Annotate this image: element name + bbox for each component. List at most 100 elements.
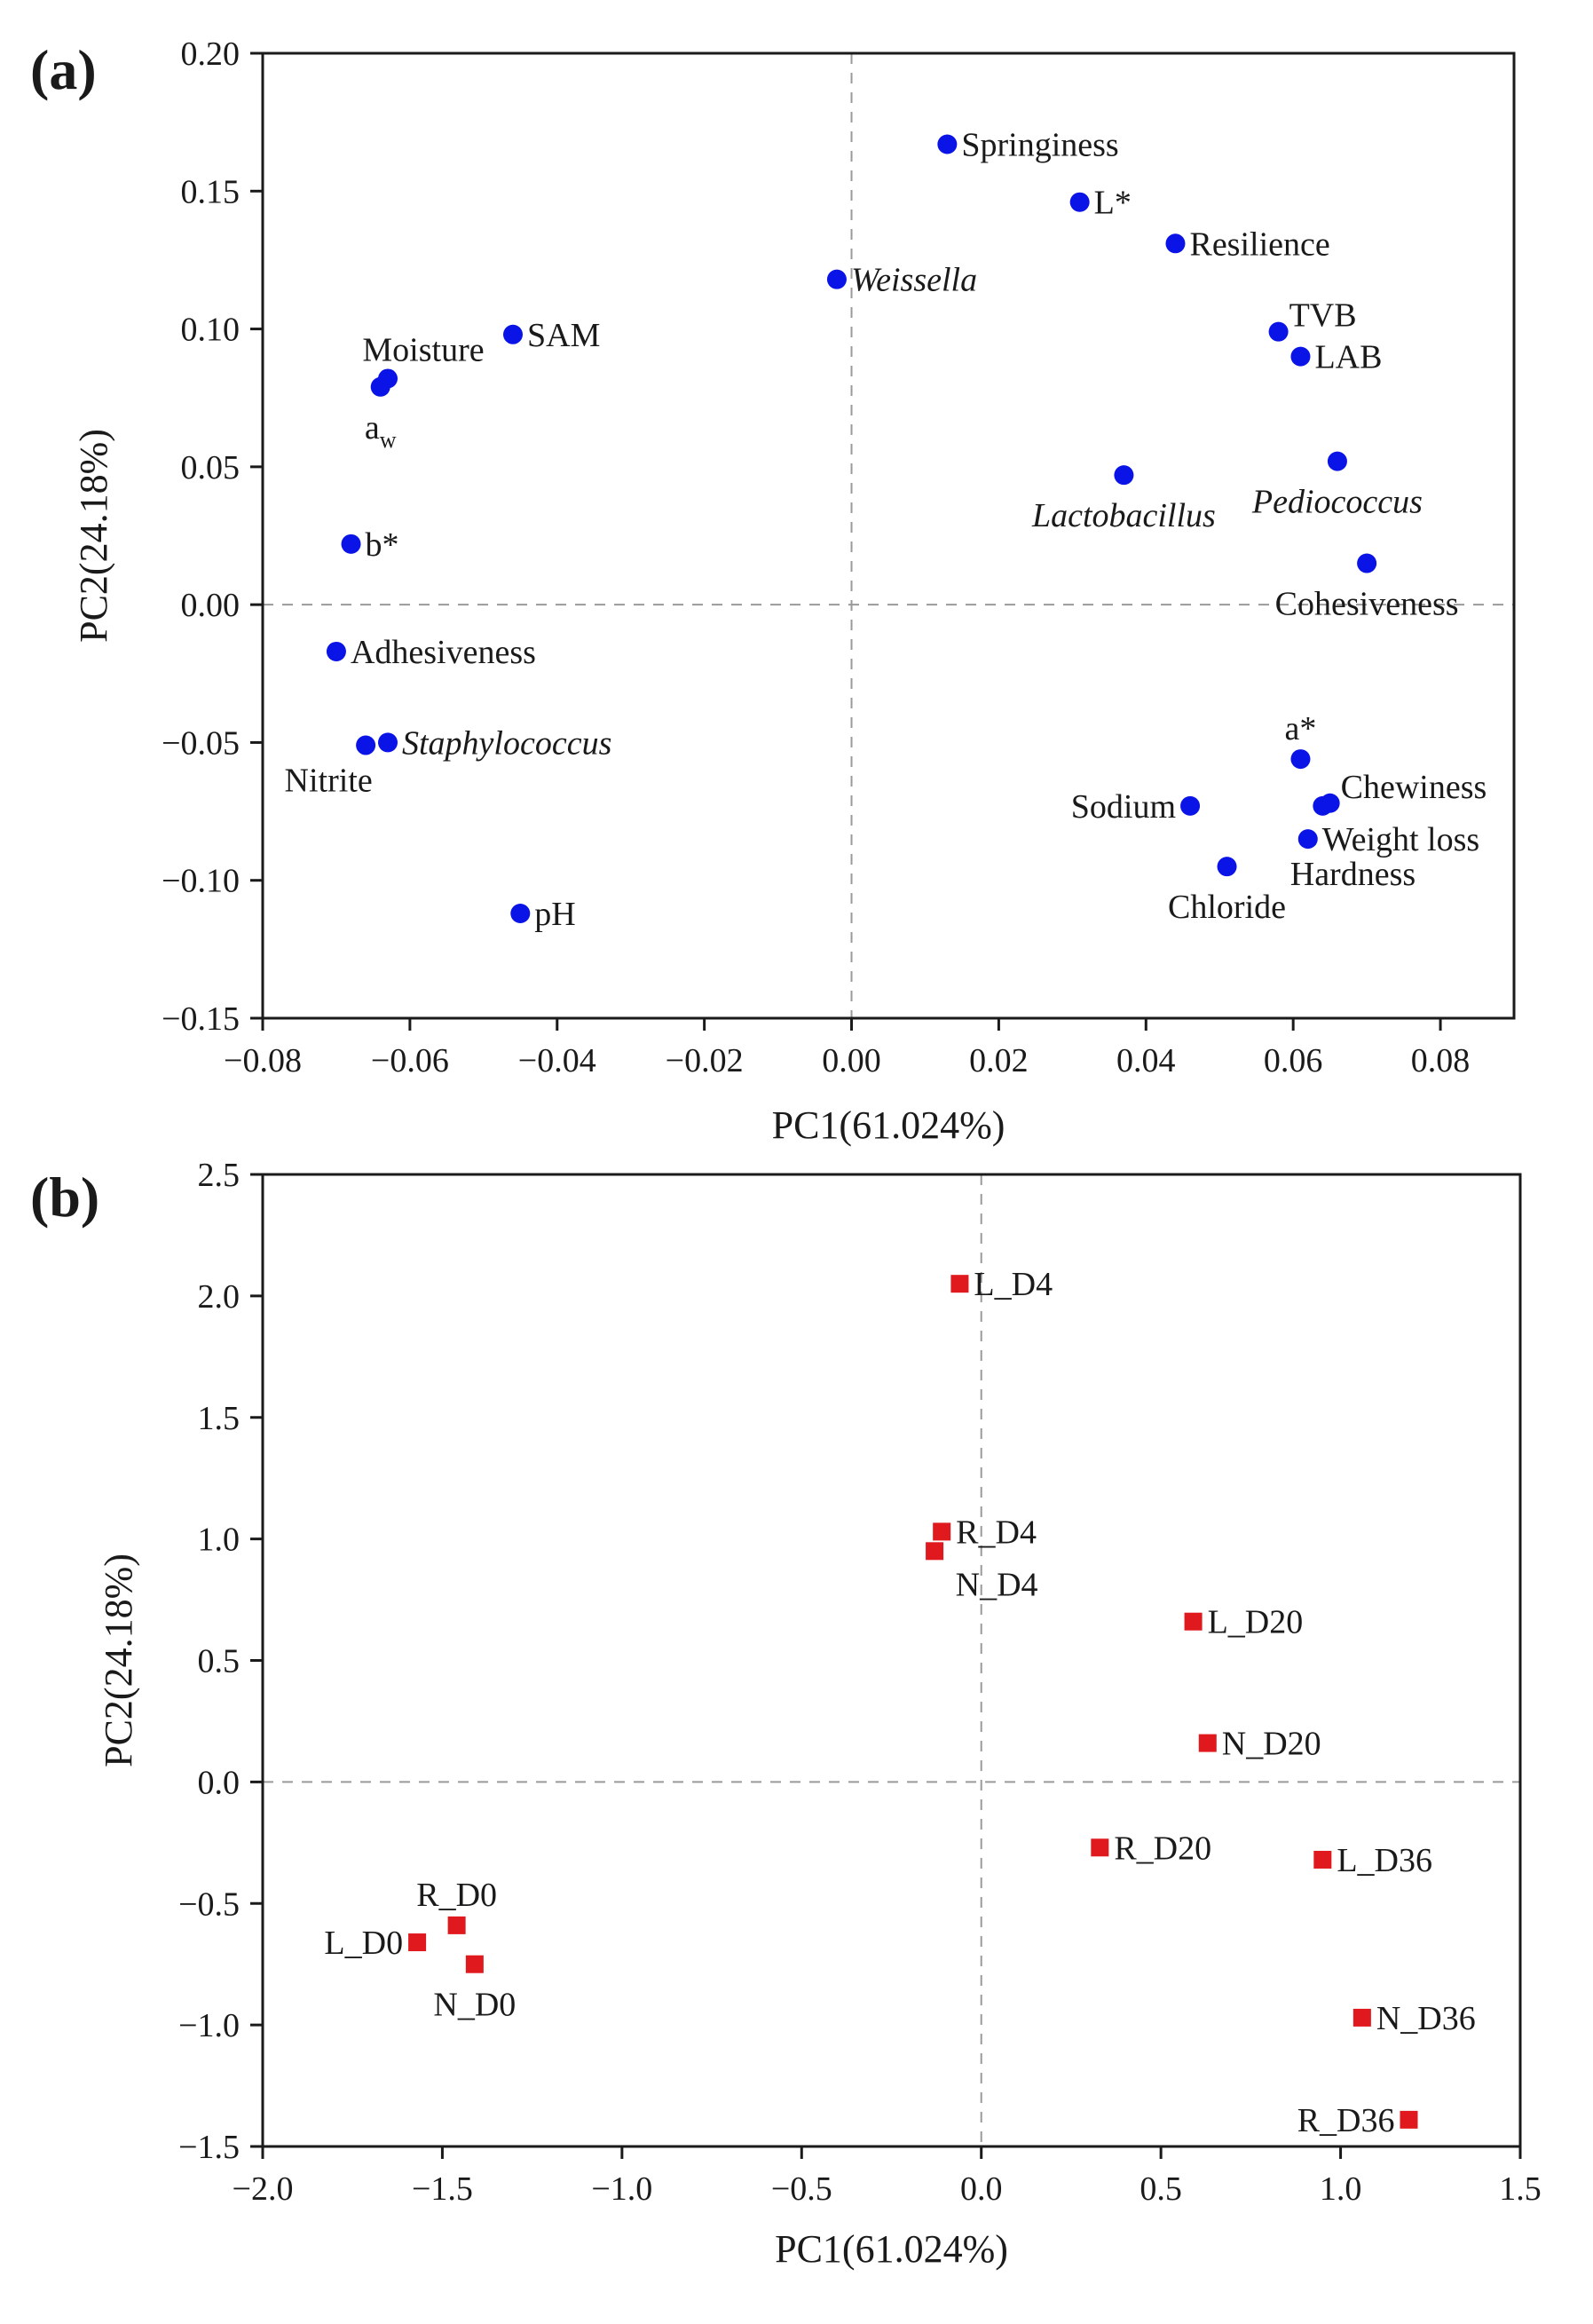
charta-point-nitrite — [356, 735, 376, 755]
charta-x-tick-label: −0.06 — [371, 1042, 449, 1079]
charta-point-label: Nitrite — [285, 763, 373, 800]
panel-b-label: (b) — [30, 1166, 99, 1229]
charta-point-label: a* — [1285, 710, 1317, 747]
chartb-point-label: N_D0 — [433, 1987, 516, 2024]
chartb-x-tick-label: −0.5 — [771, 2170, 832, 2208]
chartb-y-tick-label: 2.0 — [198, 1278, 241, 1316]
charta-y-tick-label: −0.05 — [162, 724, 240, 762]
charta-x-tick-label: 0.04 — [1116, 1042, 1176, 1079]
chartb-point-r-d20 — [1091, 1838, 1109, 1857]
charta-x-tick-label: −0.02 — [666, 1042, 744, 1079]
chartb-x-axis-title: PC1(61.024%) — [775, 2227, 1008, 2271]
charta-x-tick-label: 0.00 — [822, 1042, 881, 1079]
chartb-point-n-d0 — [465, 1955, 484, 1973]
chartb-x-tick-label: −1.5 — [412, 2170, 473, 2208]
chartb-y-tick-label: 1.0 — [198, 1522, 241, 1559]
charta-point-pediococcus — [1327, 451, 1347, 471]
charta-plot-frame — [261, 51, 1516, 1020]
charta-point-staphylococcus — [378, 732, 398, 753]
charta-point-l — [1069, 192, 1090, 212]
chartb-point-l-d0 — [408, 1933, 427, 1952]
charta-y-tick-label: 0.20 — [181, 36, 241, 73]
chartb-x-tick-label: 1.0 — [1320, 2170, 1362, 2208]
charta-x-tick-label: −0.08 — [224, 1042, 302, 1079]
chartb-point-label: L_D0 — [324, 1925, 403, 1962]
chartb-point-l-d36 — [1313, 1850, 1332, 1869]
chartb-x-tick-label: 0.0 — [960, 2170, 1003, 2208]
charta-x-axis-title: PC1(61.024%) — [772, 1103, 1005, 1147]
chartb-y-tick-label: −1.5 — [178, 2129, 240, 2166]
chartb-point-label: N_D4 — [956, 1566, 1038, 1603]
charta-x-tick-label: −0.04 — [518, 1042, 596, 1079]
charta-x-tick-label: 0.08 — [1411, 1042, 1471, 1079]
charta-point-label: pH — [534, 896, 575, 933]
charta-point-tvb — [1268, 321, 1289, 342]
chartb-x-tick-label: −1.0 — [591, 2170, 652, 2208]
charta-point-label: Staphylococcus — [402, 724, 611, 762]
chartb-point-label: R_D0 — [416, 1877, 497, 1914]
chartb-y-axis-title: PC2(24.18%) — [97, 1553, 140, 1767]
charta-point-sam — [503, 324, 523, 344]
charta-point-springiness — [937, 134, 958, 154]
chartb-point-n-d4 — [926, 1542, 944, 1561]
charta-point-label: b* — [366, 526, 399, 564]
charta-point-label: Resilience — [1189, 225, 1329, 263]
panel-a: (a) −0.08 −0.06 −0.04 −0.02 0.00 0.02 0.04 0.06… — [30, 36, 1516, 1147]
charta-point-ph — [510, 903, 531, 923]
chartb-point-label: L_D20 — [1208, 1604, 1304, 1641]
charta-x-tick-label: 0.06 — [1264, 1042, 1323, 1079]
chartb-y-tick-label: 1.5 — [198, 1400, 241, 1437]
charta-y-tick-label: 0.10 — [181, 312, 241, 349]
chartb-point-label: L_D4 — [974, 1266, 1053, 1303]
charta-point-label: Chloride — [1168, 889, 1286, 926]
charta-point-label: Pediococcus — [1251, 484, 1423, 521]
charta-point-adhesiveness — [326, 641, 346, 661]
charta-point-label: Chewiness — [1341, 769, 1487, 806]
charta-point-label: Adhesiveness — [351, 634, 536, 671]
charta-y-tick-label: −0.15 — [162, 1000, 240, 1038]
charta-point-label: LAB — [1314, 339, 1382, 376]
charta-point-weissella — [826, 269, 847, 289]
charta-point-label: Weissella — [851, 262, 977, 299]
charta-point-b — [341, 534, 361, 554]
chartb-point-r-d0 — [447, 1916, 466, 1934]
charta-point-a — [370, 376, 390, 397]
charta-point-label: Lactobacillus — [1031, 497, 1216, 534]
chartb-point-label: R_D36 — [1297, 2102, 1395, 2139]
charta-point-label: Springiness — [961, 126, 1118, 163]
charta-point-label: Cohesiveness — [1275, 586, 1459, 623]
charta-point-lactobacillus — [1114, 465, 1134, 486]
chartb-point-n-d36 — [1352, 2008, 1371, 2027]
charta-y-tick-label: 0.15 — [181, 173, 241, 210]
charta-point-label: Sodium — [1071, 788, 1176, 826]
charta-point-chloride — [1217, 857, 1237, 877]
charta-y-tick-label: 0.00 — [181, 587, 241, 624]
charta-point-lab — [1290, 346, 1311, 367]
chartb-point-l-d20 — [1184, 1612, 1203, 1631]
charta-y-axis-title: PC2(24.18%) — [72, 429, 115, 643]
chartb-y-tick-label: 2.5 — [198, 1157, 241, 1194]
chartb-point-label: R_D4 — [956, 1514, 1037, 1551]
chartb-y-tick-label: 0.0 — [198, 1764, 241, 1801]
chartb-y-tick-label: −1.0 — [178, 2007, 240, 2044]
chartb-point-l-d4 — [950, 1275, 969, 1293]
charta-x-tick-label: 0.02 — [969, 1042, 1029, 1079]
chartb-y-tick-label: −0.5 — [178, 1885, 240, 1923]
charta-y-tick-label: −0.10 — [162, 863, 240, 900]
charta-point-label: Moisture — [362, 331, 484, 368]
panel-a-label: (a) — [30, 38, 97, 101]
charta-point-sodium — [1180, 795, 1201, 816]
charta-point-label: TVB — [1289, 297, 1357, 335]
chartb-point-label: N_D36 — [1376, 2000, 1476, 2037]
charta-point-cohesiveness — [1357, 553, 1377, 573]
charta-point-label: Weight loss — [1322, 821, 1479, 858]
chartb-y-tick-label: 0.5 — [198, 1643, 241, 1680]
chartb-point-r-d4 — [933, 1522, 951, 1541]
chartb-point-label: L_D36 — [1337, 1842, 1432, 1879]
chartb-point-label: R_D20 — [1114, 1830, 1211, 1867]
chartb-x-tick-label: −2.0 — [233, 2170, 294, 2208]
panel-b: (b) −2.0 −1.5 −1.0 −0.5 0.0 0.5 1.0 1.5 −1.5 −1.0… — [30, 1157, 1542, 2271]
